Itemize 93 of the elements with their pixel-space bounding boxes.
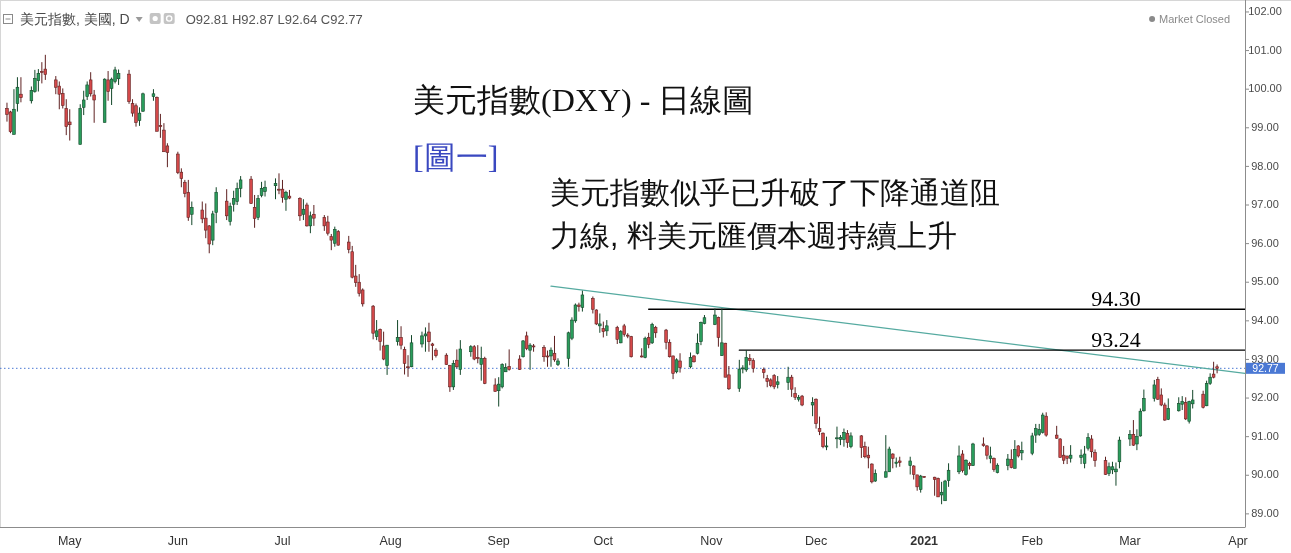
subtitle: [圖一] <box>413 139 499 175</box>
x-tick-label: 2021 <box>910 534 939 548</box>
candlestick <box>68 108 72 142</box>
candlestick <box>810 396 815 417</box>
candlestick <box>308 211 313 234</box>
candlestick <box>448 364 452 393</box>
candlestick <box>960 449 965 474</box>
candlestick <box>134 102 138 128</box>
ohlc-readout: O92.81 H92.87 L92.64 C92.77 <box>185 12 363 27</box>
candlestick <box>190 201 194 226</box>
candlestick <box>106 70 110 102</box>
candlestick <box>598 313 602 334</box>
candlestick <box>455 348 459 369</box>
x-tick-label: Oct <box>593 534 614 548</box>
candlestick <box>716 316 721 348</box>
candlestick <box>385 344 389 376</box>
candlestick <box>57 80 61 110</box>
candlestick <box>273 177 278 200</box>
candlestick <box>399 325 403 350</box>
x-tick-label: Sep <box>487 534 510 548</box>
x-tick-label: Jun <box>167 534 188 548</box>
candlestick <box>427 322 431 353</box>
candlestick <box>720 307 724 357</box>
candlestick <box>577 302 581 313</box>
y-tick-label: 89.00 <box>1251 507 1279 520</box>
candlestick <box>1079 448 1083 465</box>
y-tick-label: 99.00 <box>1251 120 1279 133</box>
y-tick-label: 91.00 <box>1251 429 1279 442</box>
candlestick <box>479 346 483 382</box>
y-tick-label: 97.00 <box>1251 198 1279 211</box>
candlestick <box>395 319 400 347</box>
candlestick <box>277 172 281 195</box>
candlestick <box>786 366 790 391</box>
x-tick-label: Nov <box>700 534 724 548</box>
y-tick-label: 100.00 <box>1248 82 1282 95</box>
candlestick <box>312 204 316 227</box>
candlestick <box>1131 419 1136 447</box>
y-tick-label: 102.00 <box>1248 5 1282 18</box>
candlestick <box>1044 411 1048 438</box>
candlestick <box>1065 455 1069 465</box>
candlestick <box>615 325 619 345</box>
candlestick <box>19 76 23 103</box>
candlestick <box>374 319 379 341</box>
ref-line-label: 92.77 <box>1252 362 1279 375</box>
title: 美元指數(DXY) - 日線圖 <box>413 82 755 118</box>
candlestick <box>409 334 414 368</box>
y-tick-label: 94.00 <box>1251 314 1279 327</box>
x-tick-label: Feb <box>1021 534 1044 548</box>
candlestick <box>36 68 41 92</box>
candlestick <box>524 331 529 351</box>
x-tick-label: Dec <box>804 534 828 548</box>
y-tick-label: 93.00 <box>1251 352 1279 365</box>
candlestick <box>552 335 557 363</box>
y-tick-label: 90.00 <box>1251 468 1279 481</box>
candlestick <box>298 196 302 222</box>
legend-header: 美元指數, 美國, D <box>20 11 130 27</box>
line-label: 93.24 <box>1091 327 1141 353</box>
x-tick-label: May <box>57 534 83 548</box>
candlestick <box>43 54 47 81</box>
candlestick <box>326 215 330 237</box>
candlestick <box>884 434 888 479</box>
candlestick <box>650 322 654 345</box>
candlestick <box>381 331 386 361</box>
candlestick <box>1020 441 1024 461</box>
candlestick <box>1117 436 1122 469</box>
candlestick <box>402 346 407 375</box>
candlestick <box>305 202 309 228</box>
note: 美元指數似乎已升破了下降通道阻力線, 料美元匯價本週持續上升 <box>550 176 1000 252</box>
candlestick <box>789 374 794 398</box>
candlestick <box>476 344 480 364</box>
y-tick-label: 98.00 <box>1251 159 1279 172</box>
candlestick <box>458 339 462 376</box>
candlestick <box>225 188 229 221</box>
line-label: 94.30 <box>1091 286 1141 312</box>
candlestick <box>1152 379 1156 403</box>
candlestick <box>737 359 741 393</box>
candlestick <box>1128 429 1132 447</box>
candlestick <box>1215 363 1219 374</box>
x-tick-label: Aug <box>379 534 402 548</box>
y-tick-label: 92.00 <box>1251 391 1279 404</box>
y-tick-label: 95.00 <box>1251 275 1279 288</box>
x-tick-label: Jul <box>274 534 291 548</box>
x-tick-label: Mar <box>1119 534 1141 548</box>
candlestick <box>40 61 44 84</box>
candlestick <box>528 342 532 371</box>
candlestick <box>1006 453 1010 471</box>
market-status: Market Closed <box>1159 13 1230 25</box>
candlestick <box>957 445 961 475</box>
candlestick <box>580 290 585 313</box>
y-tick-label: 96.00 <box>1251 236 1279 249</box>
candlestick <box>1041 412 1045 435</box>
y-tick-label: 101.00 <box>1248 43 1282 56</box>
x-tick-label: Apr <box>1228 534 1248 548</box>
